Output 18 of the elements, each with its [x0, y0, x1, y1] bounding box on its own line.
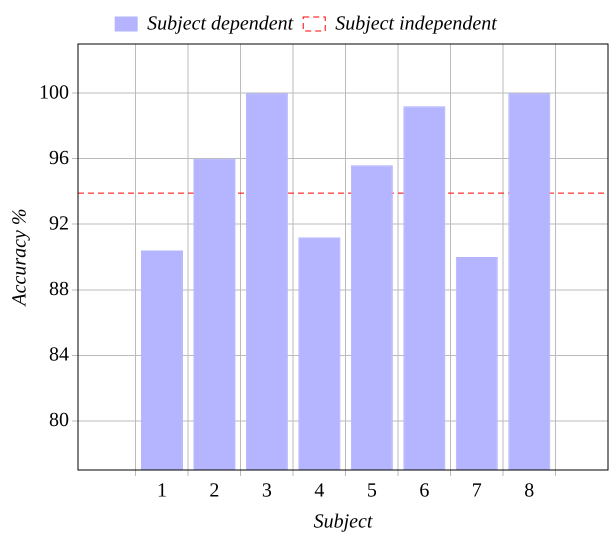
- y-tick-label: 92: [49, 212, 69, 234]
- y-axis-title: Accuracy %: [8, 208, 30, 308]
- x-tick-label: 2: [209, 479, 220, 502]
- y-tick-label: 84: [49, 344, 69, 366]
- y-tick-label: 88: [49, 278, 69, 300]
- y-tick-label: 100: [39, 81, 69, 104]
- x-tick-label: 3: [262, 479, 272, 502]
- x-axis-title: Subject: [314, 510, 373, 532]
- x-tick-label: 4: [314, 479, 324, 502]
- x-tick-label: 6: [419, 479, 430, 502]
- y-tick-label: 96: [49, 146, 69, 169]
- legend-label: Subject independent: [335, 12, 498, 34]
- legend-label: Subject dependent: [147, 12, 294, 34]
- x-tick-label: 7: [472, 479, 482, 502]
- x-tick-label: 1: [156, 479, 167, 502]
- x-tick-label: 5: [366, 479, 377, 502]
- y-tick-label: 80: [49, 409, 69, 432]
- x-tick-label: 8: [524, 479, 534, 502]
